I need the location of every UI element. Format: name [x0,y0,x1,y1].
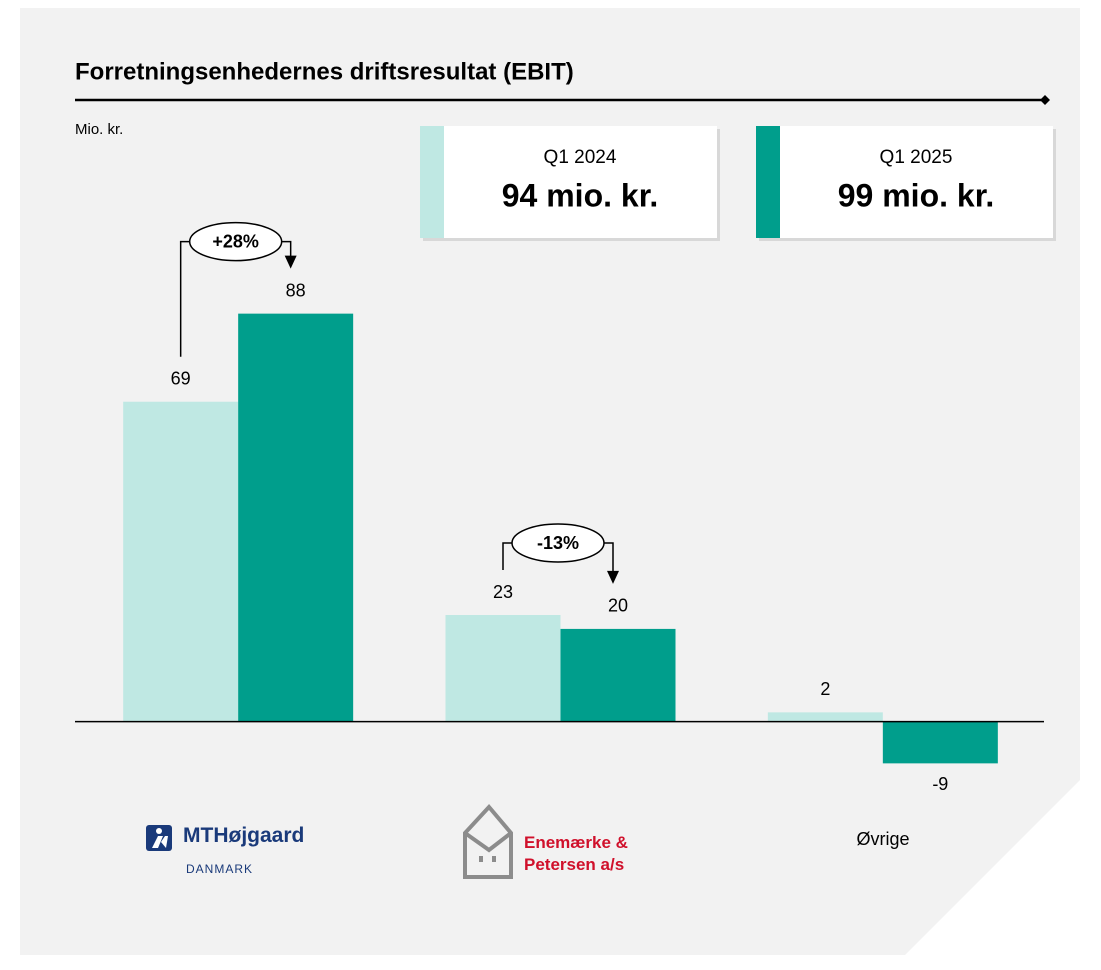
y-axis-label: Mio. kr. [75,121,123,138]
category-note: DANMARK [186,862,254,876]
bar [882,721,998,764]
category-label: Enemærke & Petersen a/s [524,833,628,874]
legend-total: 94 mio. kr. [502,177,659,213]
chart-title: Forretningsenhedernes driftsresultat (EB… [75,58,574,85]
bar [445,615,561,722]
value-label: 88 [286,280,306,300]
arrow-head [284,255,297,269]
annotation-text: +28% [212,231,259,251]
legend-swatch [420,126,444,238]
annotation-text: -13% [537,533,579,553]
bar [767,712,883,722]
bar [123,401,239,722]
legend-label: Q1 2024 [544,147,617,168]
value-label: -9 [932,774,948,794]
legend-swatch [756,126,780,238]
legend-label: Q1 2025 [880,147,953,168]
rule-diamond [1040,95,1050,105]
ep-icon [463,803,513,879]
value-label: 2 [820,679,830,699]
annotation-oval [188,221,283,262]
mth-icon [146,825,172,851]
annotation-oval [511,523,605,563]
value-label: 20 [608,596,628,616]
arrow-head [607,570,619,584]
legend-box [756,126,1053,238]
bar [560,628,676,722]
legend-item: Q1 2025 99 mio. kr. [756,126,1056,241]
bar [238,313,354,722]
legend-total: 99 mio. kr. [838,177,995,213]
category-label: Øvrige [856,829,910,849]
value-label: 69 [171,368,191,388]
legend-item: Q1 2024 94 mio. kr. [420,126,720,241]
legend-box [420,126,717,238]
category-label: MTHøjgaard [183,824,305,847]
value-label: 23 [493,582,513,602]
